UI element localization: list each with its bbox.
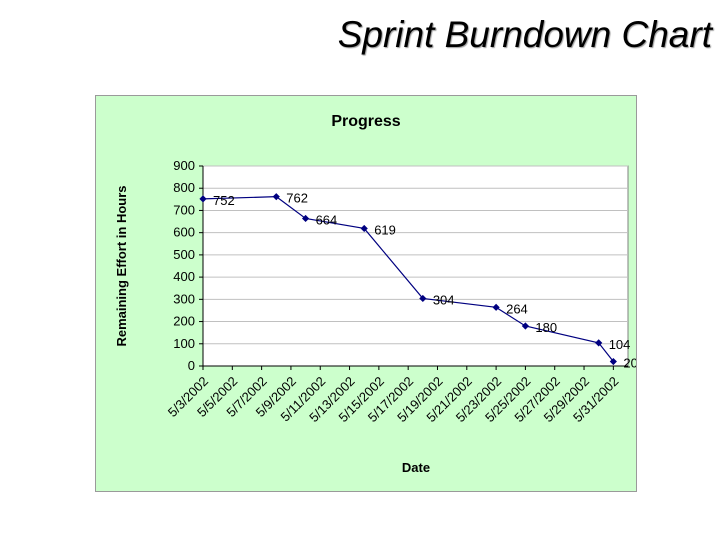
data-label: 664	[316, 212, 338, 227]
data-label: 619	[374, 222, 396, 237]
data-point	[521, 322, 530, 330]
y-axis-title: Remaining Effort in Hours	[114, 185, 129, 346]
data-label: 264	[506, 301, 528, 316]
data-label: 20	[623, 356, 636, 371]
data-label: 752	[213, 193, 235, 208]
y-tick-label: 300	[173, 291, 195, 306]
y-tick-label: 0	[188, 358, 195, 373]
burndown-chart: 01002003004005006007008009005/3/20025/5/…	[114, 113, 636, 475]
y-tick-label: 900	[173, 158, 195, 173]
data-point	[595, 339, 603, 347]
y-tick-label: 600	[173, 225, 195, 240]
data-point	[199, 195, 207, 203]
data-point	[609, 357, 617, 366]
data-label: 104	[609, 337, 631, 352]
data-label: 762	[286, 191, 308, 206]
data-label: 304	[433, 292, 455, 307]
data-point	[419, 294, 427, 303]
y-tick-label: 700	[173, 202, 195, 217]
y-tick-label: 200	[173, 314, 195, 329]
plot-area	[202, 165, 629, 367]
y-tick-label: 500	[173, 247, 195, 262]
chart-area: 0 100 200 300 400 500 600 700 800 900 5/3/2002 5/5/…	[95, 95, 637, 492]
x-axis-title: Date	[402, 460, 430, 475]
y-tick-label: 100	[173, 336, 195, 351]
slide-title: Sprint Burndown Chart	[337, 14, 712, 55]
y-tick-label: 400	[173, 269, 195, 284]
chart-title: Progress	[331, 113, 400, 130]
data-label: 180	[535, 320, 557, 335]
y-tick-label: 800	[173, 180, 195, 195]
data-point	[360, 224, 368, 233]
